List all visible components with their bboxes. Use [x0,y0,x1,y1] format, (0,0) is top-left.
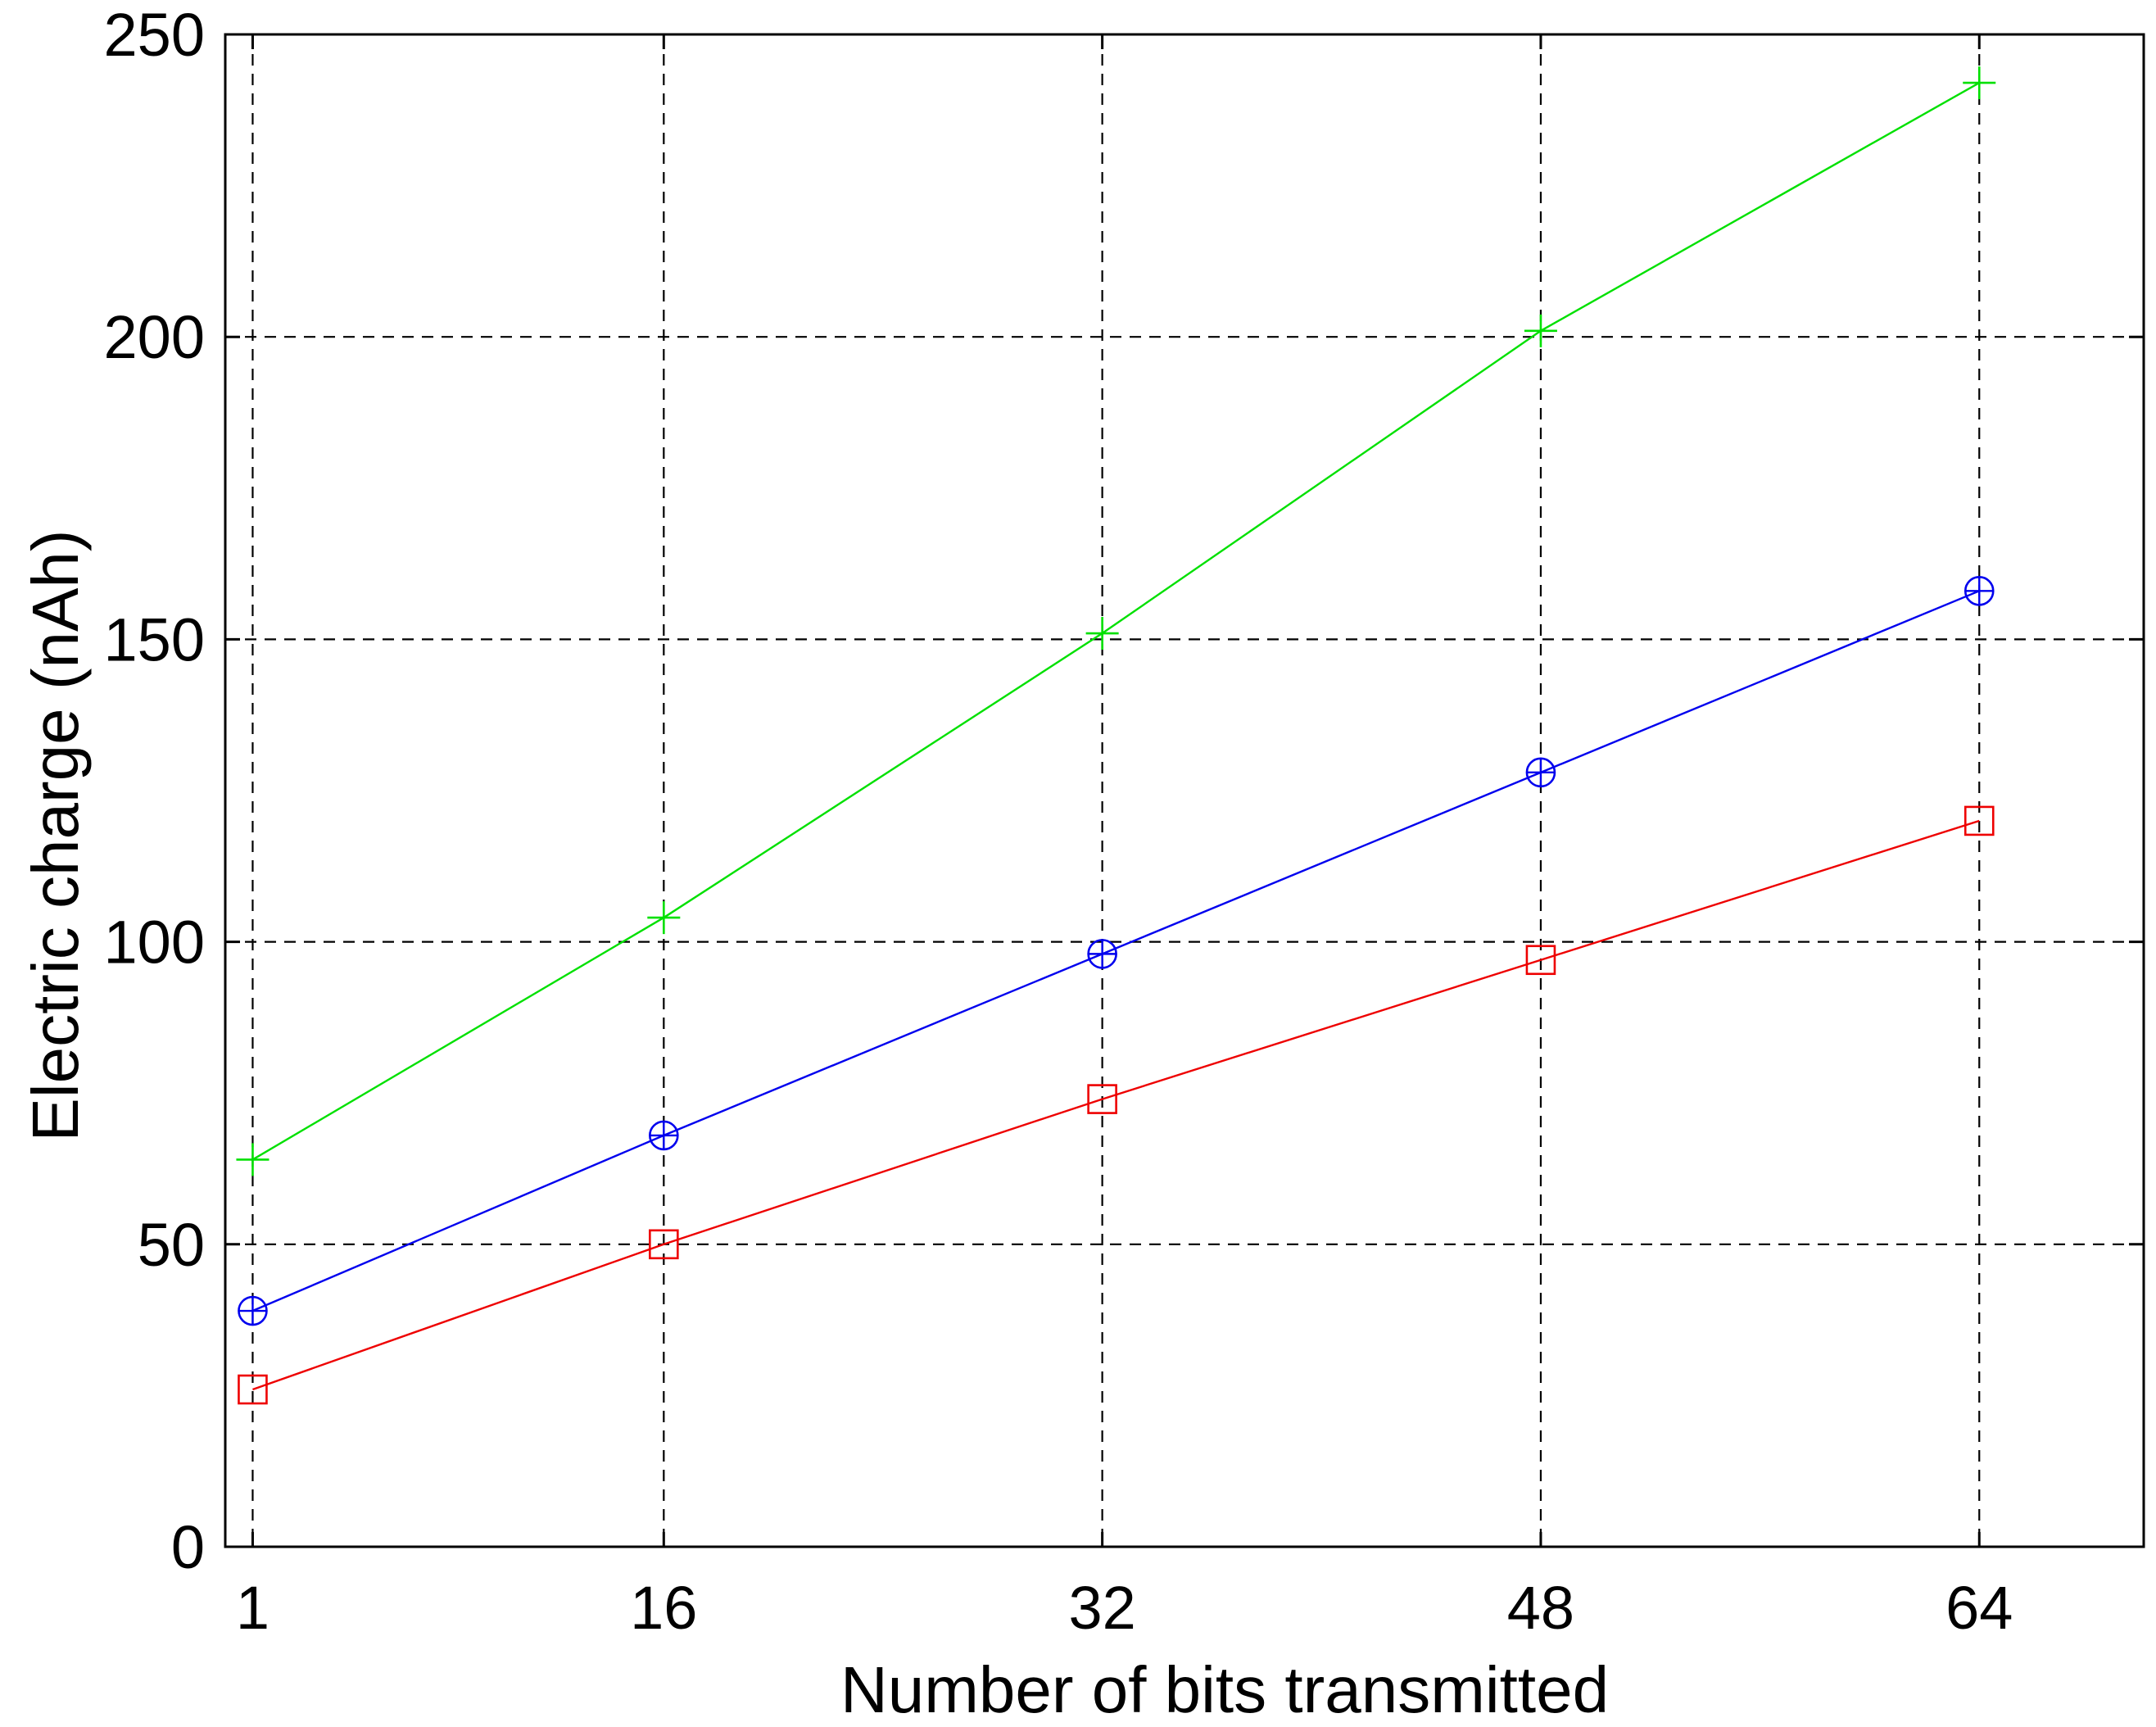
x-axis-title: Number of bits transmitted [840,1653,1609,1723]
square-marker [1087,1084,1117,1114]
data-point [647,901,681,935]
data-point [649,1120,679,1151]
data-point [1963,66,1996,100]
data-point [1087,1084,1117,1114]
plus-marker [1524,314,1557,347]
grid-layer [225,34,2144,1547]
y-tick-label: 0 [171,1513,205,1581]
series-2 [238,576,1995,1326]
data-point [1964,805,1995,836]
plot-frame [224,33,2145,1548]
square-marker [238,1374,268,1405]
x-tick-label: 64 [1945,1574,2013,1642]
plus-marker [236,1143,270,1176]
series-1 [236,66,1996,1176]
data-point [1087,939,1117,969]
square-marker [649,1229,679,1260]
data-point [1524,314,1557,347]
data-point [1085,617,1119,650]
plus-marker [1085,617,1119,650]
data-point [236,1143,270,1176]
plus-marker [650,1121,678,1149]
tick-label-layer: 1 16 32 48 64 0 50 100 150 200 250 [104,1,2013,1642]
y-tick-label: 150 [104,605,205,673]
square-marker [1964,805,1995,836]
frame-layer [224,33,2145,1548]
x-tick-label: 32 [1068,1574,1135,1642]
x-tick-label: 48 [1507,1574,1574,1642]
series-layer [236,66,1996,1405]
plus-marker [1965,577,1994,605]
x-tick-label: 16 [630,1574,697,1642]
y-tick-label: 100 [104,909,205,977]
y-tick-label: 250 [104,1,205,69]
y-axis-title: Electric charge (nAh) [19,530,92,1142]
plus-marker [647,901,681,935]
series-3 [238,805,1995,1405]
data-point [649,1229,679,1260]
plus-marker [1088,940,1116,968]
y-tick-label: 50 [138,1211,205,1279]
data-point [238,1295,268,1326]
plus-marker [238,1297,267,1326]
y-tick-label: 200 [104,303,205,371]
data-point [238,1374,268,1405]
data-point [1525,757,1556,788]
data-point [1964,576,1995,606]
series-line [252,819,1980,1391]
plus-marker [1526,758,1555,786]
x-tick-label: 1 [236,1574,270,1642]
plus-marker [1963,66,1996,100]
square-marker [1525,945,1556,976]
series-line [251,82,1980,1161]
data-point [1525,945,1556,976]
